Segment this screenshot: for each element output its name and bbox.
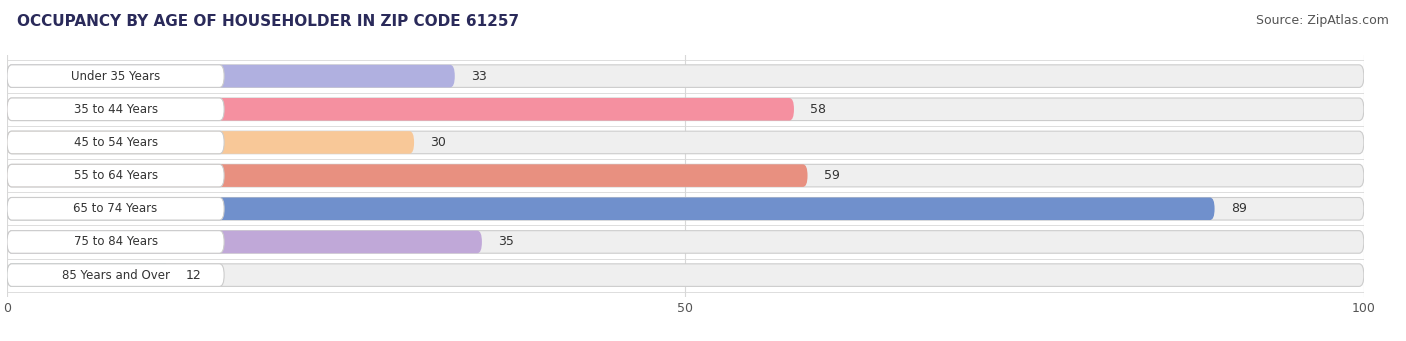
FancyBboxPatch shape <box>7 231 1364 253</box>
Text: 58: 58 <box>810 103 827 116</box>
FancyBboxPatch shape <box>7 65 454 87</box>
FancyBboxPatch shape <box>7 231 224 253</box>
FancyBboxPatch shape <box>7 197 1364 220</box>
FancyBboxPatch shape <box>7 98 794 121</box>
Text: 59: 59 <box>824 169 839 182</box>
Text: 12: 12 <box>186 269 202 282</box>
Text: Source: ZipAtlas.com: Source: ZipAtlas.com <box>1256 14 1389 27</box>
Text: 55 to 64 Years: 55 to 64 Years <box>73 169 157 182</box>
Text: 35: 35 <box>498 235 515 249</box>
FancyBboxPatch shape <box>7 98 1364 121</box>
FancyBboxPatch shape <box>7 197 1215 220</box>
FancyBboxPatch shape <box>7 131 1364 154</box>
Text: 30: 30 <box>430 136 446 149</box>
Text: 35 to 44 Years: 35 to 44 Years <box>73 103 157 116</box>
FancyBboxPatch shape <box>7 98 224 121</box>
Text: Under 35 Years: Under 35 Years <box>70 70 160 83</box>
FancyBboxPatch shape <box>7 164 224 187</box>
Text: OCCUPANCY BY AGE OF HOUSEHOLDER IN ZIP CODE 61257: OCCUPANCY BY AGE OF HOUSEHOLDER IN ZIP C… <box>17 14 519 29</box>
FancyBboxPatch shape <box>7 264 170 286</box>
Text: 65 to 74 Years: 65 to 74 Years <box>73 202 157 215</box>
FancyBboxPatch shape <box>7 164 1364 187</box>
FancyBboxPatch shape <box>7 264 1364 286</box>
FancyBboxPatch shape <box>7 197 224 220</box>
FancyBboxPatch shape <box>7 131 224 154</box>
Text: 33: 33 <box>471 70 486 83</box>
Text: 89: 89 <box>1230 202 1247 215</box>
FancyBboxPatch shape <box>7 65 224 87</box>
Text: 75 to 84 Years: 75 to 84 Years <box>73 235 157 249</box>
FancyBboxPatch shape <box>7 65 1364 87</box>
FancyBboxPatch shape <box>7 231 482 253</box>
FancyBboxPatch shape <box>7 264 224 286</box>
FancyBboxPatch shape <box>7 164 807 187</box>
FancyBboxPatch shape <box>7 131 413 154</box>
Text: 85 Years and Over: 85 Years and Over <box>62 269 170 282</box>
Text: 45 to 54 Years: 45 to 54 Years <box>73 136 157 149</box>
